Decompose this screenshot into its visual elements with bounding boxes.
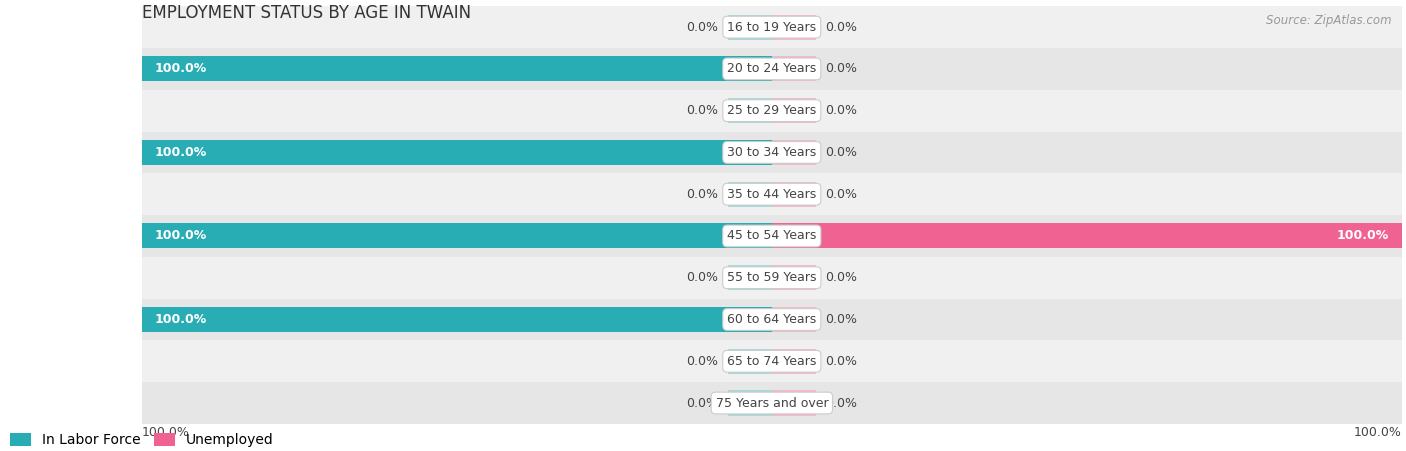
Text: 100.0%: 100.0% <box>155 62 207 75</box>
Bar <box>142 56 772 82</box>
Text: 0.0%: 0.0% <box>686 396 718 410</box>
Bar <box>772 140 815 165</box>
Bar <box>142 257 1402 299</box>
Text: 0.0%: 0.0% <box>825 104 858 117</box>
Bar <box>142 299 1402 341</box>
Bar <box>142 132 1402 173</box>
Text: 30 to 34 Years: 30 to 34 Years <box>727 146 817 159</box>
Text: 60 to 64 Years: 60 to 64 Years <box>727 313 817 326</box>
Bar <box>772 307 815 332</box>
Text: 25 to 29 Years: 25 to 29 Years <box>727 104 817 117</box>
Text: 0.0%: 0.0% <box>825 146 858 159</box>
Bar <box>142 140 772 165</box>
Text: 0.0%: 0.0% <box>686 21 718 34</box>
Bar <box>772 98 815 123</box>
Text: EMPLOYMENT STATUS BY AGE IN TWAIN: EMPLOYMENT STATUS BY AGE IN TWAIN <box>142 4 471 22</box>
Bar <box>772 14 815 40</box>
Text: 100.0%: 100.0% <box>155 146 207 159</box>
Bar <box>772 56 815 82</box>
Bar <box>728 14 772 40</box>
Text: 55 to 59 Years: 55 to 59 Years <box>727 271 817 284</box>
Bar <box>142 223 772 249</box>
Text: 20 to 24 Years: 20 to 24 Years <box>727 62 817 75</box>
Bar <box>728 265 772 290</box>
Text: 0.0%: 0.0% <box>825 355 858 368</box>
Text: 45 to 54 Years: 45 to 54 Years <box>727 230 817 243</box>
Text: 0.0%: 0.0% <box>686 355 718 368</box>
Text: 0.0%: 0.0% <box>825 62 858 75</box>
Text: 16 to 19 Years: 16 to 19 Years <box>727 21 817 34</box>
Text: 0.0%: 0.0% <box>825 21 858 34</box>
Legend: In Labor Force, Unemployed: In Labor Force, Unemployed <box>4 428 280 451</box>
Bar <box>728 182 772 207</box>
Bar <box>772 349 815 374</box>
Text: 0.0%: 0.0% <box>825 271 858 284</box>
Bar <box>142 307 772 332</box>
Text: 0.0%: 0.0% <box>825 396 858 410</box>
Bar <box>772 223 1402 249</box>
Bar <box>142 48 1402 90</box>
Bar <box>142 6 1402 48</box>
Bar <box>142 215 1402 257</box>
Text: 0.0%: 0.0% <box>825 313 858 326</box>
Bar <box>728 349 772 374</box>
Bar <box>772 265 815 290</box>
Bar <box>772 391 815 415</box>
Bar <box>728 391 772 415</box>
Bar <box>142 382 1402 424</box>
Bar <box>728 98 772 123</box>
Text: 0.0%: 0.0% <box>686 188 718 201</box>
Text: 0.0%: 0.0% <box>825 188 858 201</box>
Text: 75 Years and over: 75 Years and over <box>716 396 828 410</box>
Bar <box>142 90 1402 132</box>
Bar <box>772 182 815 207</box>
Text: 100.0%: 100.0% <box>155 230 207 243</box>
Bar <box>142 341 1402 382</box>
Text: 100.0%: 100.0% <box>142 426 190 439</box>
Text: 0.0%: 0.0% <box>686 271 718 284</box>
Text: 0.0%: 0.0% <box>686 104 718 117</box>
Text: 100.0%: 100.0% <box>155 313 207 326</box>
Text: 100.0%: 100.0% <box>1354 426 1402 439</box>
Text: 35 to 44 Years: 35 to 44 Years <box>727 188 817 201</box>
Text: 65 to 74 Years: 65 to 74 Years <box>727 355 817 368</box>
Text: Source: ZipAtlas.com: Source: ZipAtlas.com <box>1267 14 1392 27</box>
Bar <box>142 173 1402 215</box>
Text: 100.0%: 100.0% <box>1337 230 1389 243</box>
